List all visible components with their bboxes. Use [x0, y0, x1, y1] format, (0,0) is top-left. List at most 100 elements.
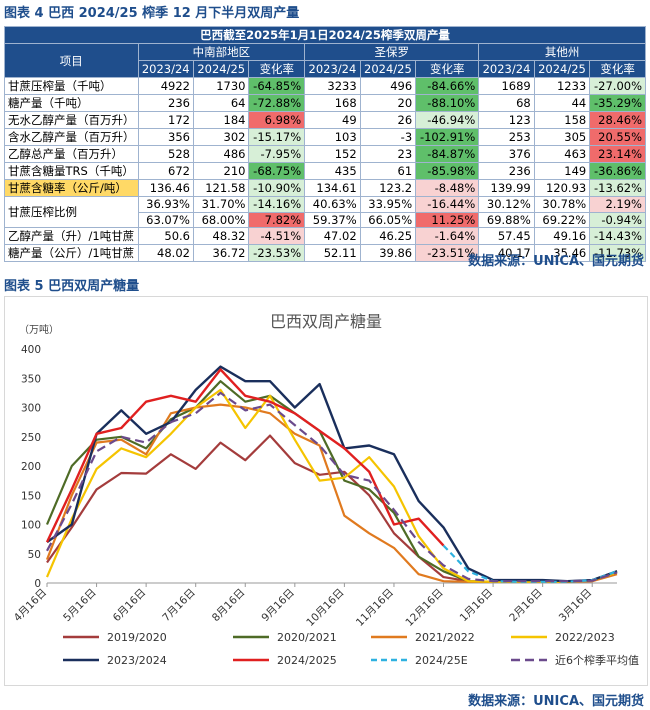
table-cell: -14.16% [248, 196, 306, 213]
table-cell: -84.66% [415, 77, 480, 95]
table-row: 乙醇总产量（百万升） 528 486 -7.95% 152 23 -84.87% 376 463… [4, 145, 646, 163]
row-label: 糖产量（公斤）/1吨甘蔗 [4, 244, 139, 263]
table-row: 无水乙醇产量（百万升） 172 184 6.98% 49 26 -46.94% 123 158 2… [4, 111, 646, 129]
table-cell: 134.61 [304, 179, 361, 197]
table-cell: 356 [137, 128, 194, 146]
table-cell: -4.51% [248, 227, 306, 246]
row-label: 乙醇产量（升）/1吨甘蔗 [4, 227, 139, 246]
table-cell: -16.44% [415, 196, 480, 213]
table-cell: 23.14% [589, 145, 646, 163]
table-cell: 168 [304, 94, 361, 112]
table-cell: 30.78% [533, 196, 591, 213]
table-cell: 123 [478, 111, 535, 129]
table-cell: 184 [192, 111, 250, 129]
table-cell: -88.10% [415, 94, 480, 112]
table-cell: 61 [359, 162, 417, 180]
sugar-line-chart: 巴西双周产糖量 （万吨） 0 50 100 150 200 250 300 350 400 4月16日… [12, 312, 639, 667]
x-tick-label: 3月16日 [557, 587, 595, 625]
table-cell: -84.87% [415, 145, 480, 163]
table-row: 乙醇产量（升）/1吨甘蔗 50.6 48.32 -4.51% 47.02 46.25 -1.… [4, 227, 646, 246]
legend-label: 2024/2025 [277, 654, 337, 667]
sub-header: 2024/25 [192, 60, 250, 78]
table-cell: -10.90% [248, 179, 306, 197]
table-cell: 20.55% [589, 128, 646, 146]
table-cell: -46.94% [415, 111, 480, 129]
table-cell: -27.00% [589, 77, 646, 95]
x-tick-label: 6月16日 [111, 587, 149, 625]
x-tick-label: 11月16日 [354, 587, 396, 629]
table-cell: 49.16 [533, 227, 591, 246]
table-cell: 39.86 [359, 244, 417, 263]
y-tick-label: 250 [21, 432, 41, 444]
legend-label: 2020/2021 [277, 631, 337, 644]
table-banner: 巴西截至2025年1月1日2024/25榨季双周产量 [4, 26, 646, 44]
sub-header: 2023/24 [478, 60, 535, 78]
legend-label: 2024/25E [415, 654, 468, 667]
row-label: 无水乙醇产量（百万升） [4, 111, 139, 129]
sub-header: 变化率 [589, 60, 646, 78]
table-cell: 1233 [533, 77, 591, 95]
table-row: 甘蔗含糖率（公斤/吨） 136.46 121.58 -10.90% 134.61 123.… [4, 179, 646, 197]
sub-header: 2024/25 [359, 60, 417, 78]
x-tick-label: 8月16日 [210, 587, 248, 625]
table-cell: 40.63% [304, 196, 361, 213]
table-cell: 376 [478, 145, 535, 163]
table-cell: -85.98% [415, 162, 480, 180]
legend-label: 2021/2022 [415, 631, 475, 644]
table-cell: 28.46% [589, 111, 646, 129]
table-cell: 31.70% [192, 196, 250, 213]
table-cell: 136.46 [137, 179, 194, 197]
region-header: 圣保罗 [304, 43, 480, 61]
sub-header: 2024/25 [533, 60, 591, 78]
row-label: 甘蔗含糖量TRS（千吨） [4, 162, 139, 180]
table-cell: 44 [533, 94, 591, 112]
sub-header: 2023/24 [304, 60, 361, 78]
table-cell: 463 [533, 145, 591, 163]
y-tick-label: 0 [34, 578, 41, 590]
table-cell: -72.88% [248, 94, 306, 112]
table-cell: 66.05% [359, 211, 417, 229]
table-cell: 158 [533, 111, 591, 129]
table-cell: 68 [478, 94, 535, 112]
table-cell: -0.94% [589, 211, 646, 229]
x-tick-label: 12月16日 [403, 587, 445, 629]
table-cell: -14.43% [589, 227, 646, 246]
legend-label: 2022/2023 [555, 631, 615, 644]
y-tick-label: 100 [21, 520, 41, 532]
series-line-4 [46, 365, 618, 583]
chart-title: 巴西双周产糖量 [270, 312, 382, 331]
table-cell: 52.11 [304, 244, 361, 263]
table-row: 甘蔗压榨比例 36.93% 31.70% -14.16% 40.63% 33.95% -16… [4, 195, 646, 229]
table-cell: -13.62% [589, 179, 646, 197]
table-cell: 6.98% [248, 111, 306, 129]
table-cell: 46.25 [359, 227, 417, 246]
table-cell: 496 [359, 77, 417, 95]
table-cell: 528 [137, 145, 194, 163]
table-cell: 121.58 [192, 179, 250, 197]
table-cell: 139.99 [478, 179, 535, 197]
table-cell: 1689 [478, 77, 535, 95]
legend-label: 近6个榨季平均值 [555, 653, 639, 667]
table-cell: 48.02 [137, 244, 194, 263]
x-tick-label: 1月16日 [458, 587, 496, 625]
table-cell: 2.19% [589, 196, 646, 213]
x-tick-label: 7月16日 [160, 587, 198, 625]
table-cell: 152 [304, 145, 361, 163]
table-cell: 59.37% [304, 211, 361, 229]
y-tick-label: 50 [28, 549, 41, 561]
series-line-2 [45, 403, 618, 583]
table-cell: 4922 [137, 77, 194, 95]
table-cell: 23 [359, 145, 417, 163]
table-cell: 302 [192, 128, 250, 146]
table-cell: 49 [304, 111, 361, 129]
row-label: 乙醇总产量（百万升） [4, 145, 139, 163]
table-cell: 69.22% [533, 211, 591, 229]
chart-source: 数据来源：UNICA、国元期货 [468, 694, 644, 709]
table-cell: 36.72 [192, 244, 250, 263]
y-axis-label: （万吨） [19, 323, 59, 336]
table-cell: 672 [137, 162, 194, 180]
table-cell: 236 [137, 94, 194, 112]
table-cell: -68.75% [248, 162, 306, 180]
table-cell: 7.82% [248, 211, 306, 229]
sub-header: 2023/24 [137, 60, 194, 78]
